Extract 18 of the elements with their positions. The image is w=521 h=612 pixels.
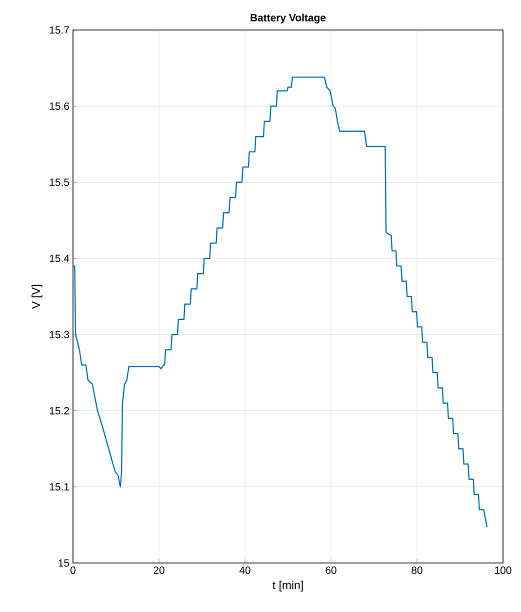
line-series — [73, 76, 488, 528]
y-tick-label: 15.2 — [50, 407, 69, 414]
y-tick-label: 15.3 — [50, 330, 70, 338]
y-axis-title: V [V] — [32, 284, 42, 309]
y-tick-label: 15 — [58, 559, 70, 567]
x-tick-label: 80 — [412, 566, 422, 574]
x-axis-title: t [min] — [272, 580, 303, 592]
y-tick-label: 15.4 — [50, 254, 70, 262]
chart-title: Battery Voltage — [250, 14, 326, 24]
y-tick-label: 15.5 — [50, 178, 70, 186]
y-tick-label: 15.1 — [50, 483, 69, 491]
x-tick-label: 100 — [495, 566, 512, 574]
x-tick-label: 0 — [70, 566, 76, 574]
x-tick-label: 60 — [326, 566, 336, 574]
y-tick-label: 15.7 — [50, 26, 69, 34]
x-tick-label: 20 — [154, 566, 164, 574]
x-tick-label: 40 — [239, 566, 250, 574]
y-tick-label: 15.6 — [50, 102, 70, 110]
